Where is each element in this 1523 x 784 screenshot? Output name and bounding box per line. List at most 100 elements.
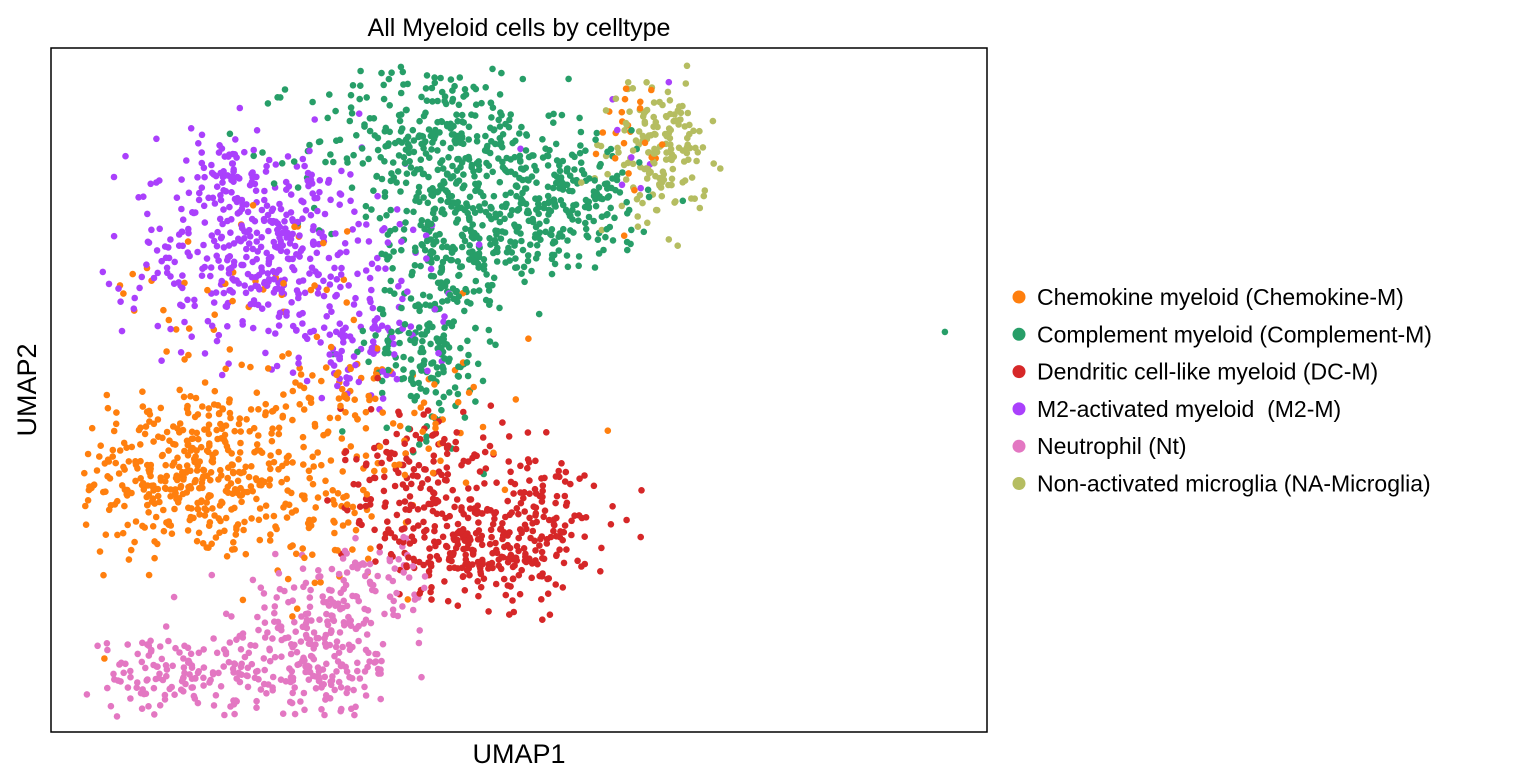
scatter-point xyxy=(363,221,370,228)
legend-label: Neutrophil (Nt) xyxy=(1037,433,1187,459)
scatter-point xyxy=(327,273,335,281)
scatter-point xyxy=(690,127,697,135)
scatter-point xyxy=(205,412,213,419)
scatter-point xyxy=(165,447,172,454)
scatter-point xyxy=(212,692,220,699)
scatter-point xyxy=(397,63,405,71)
scatter-point xyxy=(454,398,462,406)
scatter-point xyxy=(187,393,194,400)
scatter-point xyxy=(306,141,313,149)
scatter-point xyxy=(181,447,188,455)
scatter-point xyxy=(536,542,543,549)
scatter-point xyxy=(336,629,344,636)
scatter-point xyxy=(228,189,235,196)
scatter-point xyxy=(278,636,286,644)
scatter-point xyxy=(658,141,666,148)
scatter-point xyxy=(175,231,183,238)
scatter-point xyxy=(201,350,209,357)
scatter-point xyxy=(544,575,551,583)
scatter-point xyxy=(210,635,217,642)
scatter-point xyxy=(405,149,413,157)
scatter-point xyxy=(582,225,590,233)
scatter-point xyxy=(544,183,552,191)
scatter-point xyxy=(231,151,239,158)
scatter-point xyxy=(307,640,314,648)
scatter-point xyxy=(505,458,512,465)
scatter-point xyxy=(341,240,349,247)
scatter-point xyxy=(466,242,474,249)
scatter-point xyxy=(380,487,388,495)
scatter-point xyxy=(647,132,655,139)
scatter-point xyxy=(627,240,634,248)
scatter-point xyxy=(463,200,470,207)
scatter-point xyxy=(220,187,227,194)
scatter-point xyxy=(405,574,413,581)
scatter-point xyxy=(383,212,390,219)
scatter-point xyxy=(441,324,448,332)
scatter-point xyxy=(470,383,478,391)
scatter-point xyxy=(343,155,351,162)
scatter-point xyxy=(151,554,158,562)
scatter-point xyxy=(494,248,501,256)
scatter-point xyxy=(324,114,332,122)
scatter-point xyxy=(576,149,584,157)
scatter-point xyxy=(552,203,559,210)
scatter-point xyxy=(281,587,288,595)
scatter-point xyxy=(415,301,422,309)
scatter-point xyxy=(220,289,228,297)
scatter-point xyxy=(528,574,535,582)
scatter-point xyxy=(389,334,396,341)
scatter-point xyxy=(501,215,508,223)
scatter-point xyxy=(366,127,374,135)
scatter-point xyxy=(439,363,446,371)
scatter-point xyxy=(245,473,253,481)
scatter-point xyxy=(366,560,374,568)
legend-marker xyxy=(1012,402,1026,416)
scatter-point xyxy=(187,125,195,132)
scatter-point xyxy=(130,305,138,313)
scatter-point xyxy=(181,318,188,326)
scatter-point xyxy=(323,660,330,668)
scatter-point xyxy=(286,240,294,247)
scatter-point xyxy=(172,326,180,333)
scatter-point xyxy=(461,587,469,594)
scatter-point xyxy=(221,431,229,439)
scatter-point xyxy=(176,649,183,656)
scatter-point xyxy=(311,116,319,123)
scatter-point xyxy=(440,237,448,245)
scatter-point xyxy=(314,494,322,501)
scatter-point xyxy=(165,316,173,324)
scatter-point xyxy=(273,269,280,277)
scatter-point xyxy=(333,668,340,675)
scatter-point xyxy=(177,482,185,490)
scatter-point xyxy=(288,699,296,707)
scatter-point xyxy=(309,226,317,234)
scatter-point xyxy=(314,207,321,215)
scatter-point xyxy=(406,493,414,500)
scatter-point xyxy=(84,497,92,504)
scatter-point xyxy=(499,419,506,426)
scatter-point xyxy=(681,123,689,130)
scatter-point xyxy=(675,144,683,152)
scatter-point xyxy=(114,677,122,684)
scatter-point xyxy=(254,667,261,675)
scatter-point xyxy=(176,386,183,394)
scatter-point xyxy=(621,127,628,134)
scatter-point xyxy=(468,161,476,169)
scatter-point xyxy=(609,237,617,244)
scatter-point xyxy=(430,413,438,421)
scatter-point xyxy=(568,531,575,539)
scatter-point xyxy=(387,277,395,285)
scatter-point xyxy=(399,481,407,488)
legend-item: Neutrophil (Nt) xyxy=(1012,433,1187,459)
scatter-point xyxy=(455,363,462,371)
scatter-point xyxy=(297,247,305,255)
scatter-point xyxy=(437,159,444,167)
scatter-point xyxy=(559,584,567,591)
scatter-point xyxy=(446,564,454,572)
scatter-point xyxy=(247,233,254,240)
scatter-point xyxy=(626,108,633,115)
scatter-point xyxy=(437,197,445,204)
scatter-point xyxy=(466,256,473,263)
scatter-point xyxy=(348,110,356,117)
